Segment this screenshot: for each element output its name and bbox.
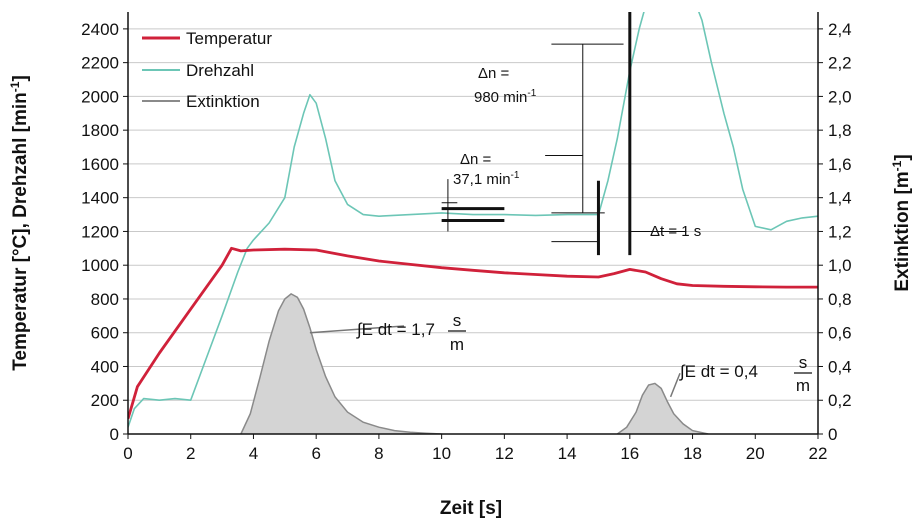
- y-tick-label-left: 1400: [81, 189, 119, 208]
- y-tick-label-right: 0,4: [828, 357, 852, 376]
- y-tick-label-right: 0,2: [828, 391, 852, 410]
- x-tick-label: 10: [432, 444, 451, 463]
- annotation-integral-2-den: m: [796, 376, 810, 395]
- x-tick-label: 6: [311, 444, 320, 463]
- annotation-dn1-line2: 37,1 min-1: [453, 170, 520, 188]
- annotation-integral-2-num: s: [799, 353, 808, 372]
- y-tick-label-right: 0: [828, 425, 837, 444]
- y-tick-label-left: 200: [91, 391, 119, 410]
- extinktion-area: [240, 293, 442, 434]
- grid: [128, 28, 818, 401]
- annotation-dn2-line2: 980 min-1: [474, 88, 537, 106]
- x-axis-title: Zeit [s]: [440, 498, 502, 519]
- temperatur-line: [128, 246, 818, 420]
- y-tick-label-right: 0,8: [828, 290, 852, 309]
- x-tick-label: 20: [746, 444, 765, 463]
- annotation-integral-2: ∫E dt = 0,4: [679, 362, 758, 381]
- y-tick-label-left: 1600: [81, 155, 119, 174]
- legend-label-drehzahl: Drehzahl: [186, 61, 254, 80]
- x-tick-label: 16: [620, 444, 639, 463]
- x-tick-label: 18: [683, 444, 702, 463]
- y-tick-label-left: 600: [91, 324, 119, 343]
- integral-1-leader: [309, 325, 405, 334]
- legend-label-temperatur: Temperatur: [186, 29, 272, 48]
- annotations: [309, 12, 687, 398]
- y-axis-title-right: Extinktion [m-1]: [890, 154, 913, 291]
- y-tick-label-left: 2400: [81, 20, 119, 39]
- y-tick-label-left: 1800: [81, 121, 119, 140]
- y-axis-title-left: Temperatur [°C], Drehzahl [min-1]: [8, 75, 31, 371]
- x-tick-label: 12: [495, 444, 514, 463]
- annotation-dn1-line1: Δn =: [460, 151, 492, 168]
- extinktion-line: [616, 382, 709, 434]
- y-tick-label-left: 1200: [81, 222, 119, 241]
- annotation-integral-1-den: m: [450, 335, 464, 354]
- x-tick-label: 14: [558, 444, 577, 463]
- x-tick-label: 0: [123, 444, 132, 463]
- y-tick-label-left: 800: [91, 290, 119, 309]
- y-tick-label-right: 1,6: [828, 155, 852, 174]
- y-tick-label-right: 1,8: [828, 121, 852, 140]
- x-tick-label: 2: [186, 444, 195, 463]
- y-tick-label-right: 1,2: [828, 222, 852, 241]
- y-tick-label-left: 1000: [81, 256, 119, 275]
- legend: Temperatur Drehzahl Extinktion: [142, 29, 272, 111]
- extinktion-area: [617, 383, 709, 434]
- axes: [123, 12, 823, 439]
- extinktion-line: [240, 293, 442, 434]
- x-tick-label: 22: [809, 444, 828, 463]
- annotation-dn2-line1: Δn =: [478, 65, 510, 82]
- annotation-integral-1-num: s: [453, 311, 462, 330]
- y-tick-label-left: 2200: [81, 54, 119, 73]
- y-tick-label-right: 1,4: [828, 189, 852, 208]
- x-tick-label: 4: [249, 444, 258, 463]
- annotation-dt: Δt = 1 s: [650, 223, 701, 240]
- legend-label-extinktion: Extinktion: [186, 92, 260, 111]
- plot-area: [128, 12, 818, 434]
- y-tick-label-right: 2,2: [828, 54, 852, 73]
- y-tick-label-right: 2,4: [828, 20, 852, 39]
- integral-2-leader: [669, 372, 681, 398]
- drehzahl-line: [128, 12, 818, 428]
- y-tick-label-right: 1,0: [828, 256, 852, 275]
- y-tick-label-left: 400: [91, 357, 119, 376]
- y-tick-label-left: 2000: [81, 87, 119, 106]
- y-tick-label-right: 0,6: [828, 324, 852, 343]
- annotation-integral-1: ∫E dt = 1,7: [356, 320, 435, 339]
- y-tick-label-right: 2,0: [828, 87, 852, 106]
- tick-labels: 0 2 4 6 8 10 12 14 16 18 20 22020040060080010001200…: [81, 20, 851, 463]
- x-tick-label: 8: [374, 444, 383, 463]
- y-tick-label-left: 0: [110, 425, 119, 444]
